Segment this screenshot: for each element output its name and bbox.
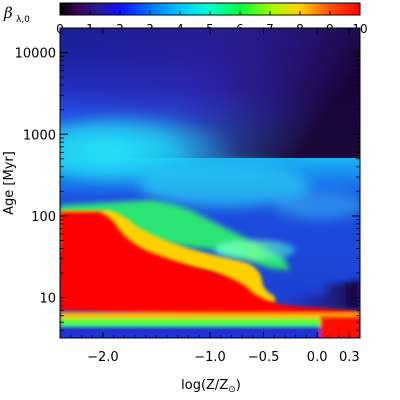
x-tick-label: 0.3 bbox=[339, 350, 360, 365]
x-axis-label: log(Z/Z⊙) bbox=[181, 378, 241, 395]
y-tick-label: 1000 bbox=[23, 128, 56, 143]
x-tick-label: −0.5 bbox=[248, 350, 280, 365]
y-tick-label: 10000 bbox=[15, 47, 56, 62]
x-tick-label: −1.0 bbox=[194, 350, 226, 365]
x-tick-label: −2.0 bbox=[87, 350, 119, 365]
y-axis: 10 100 1000 10000 bbox=[15, 27, 360, 331]
x-tick-label: 0.0 bbox=[307, 350, 328, 365]
y-tick-label: 10 bbox=[39, 292, 56, 307]
colorbar-label: β bbox=[3, 4, 13, 22]
heatmap-cyan-region bbox=[60, 115, 360, 219]
colorbar-label-subscript: λ,0 bbox=[16, 15, 30, 25]
y-axis-label: Age [Myr] bbox=[2, 151, 17, 215]
heatmap-bottom-right-dark-region bbox=[270, 280, 360, 310]
y-tick-label: 100 bbox=[31, 210, 56, 225]
heatmap-red-region bbox=[60, 212, 360, 320]
x-axis: −2.0 −1.0 −0.5 0.0 0.3 bbox=[59, 28, 361, 365]
heatmap-plot-area bbox=[60, 28, 360, 338]
